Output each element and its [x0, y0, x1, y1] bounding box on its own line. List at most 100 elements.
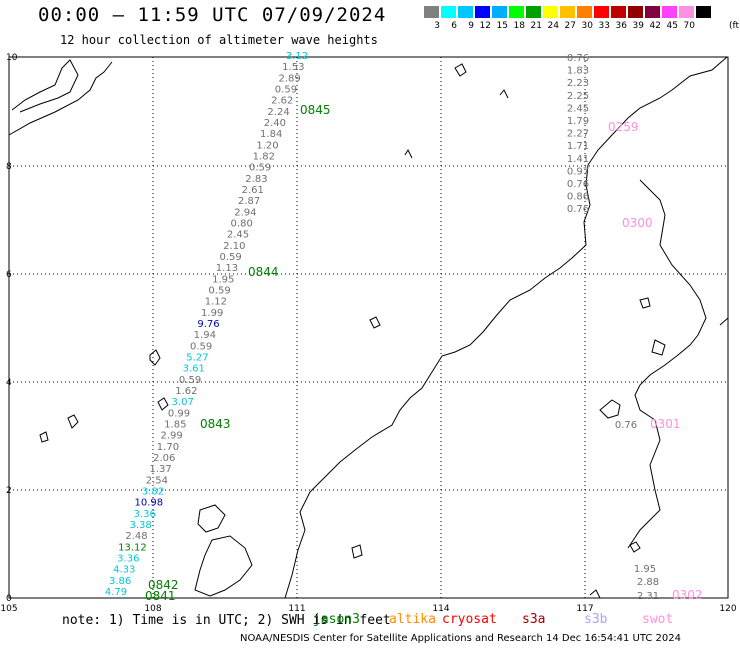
- lat-tick-label: 6: [6, 270, 12, 280]
- colorbar-swatch: [474, 5, 491, 19]
- lon-tick-label: 111: [288, 604, 305, 614]
- colorbar-swatch: [678, 5, 695, 19]
- colorbar-tick: 9: [468, 21, 474, 31]
- swh-label: 1.62: [175, 386, 197, 397]
- lat-tick-label: 10: [6, 53, 18, 63]
- colorbar-swatch: [525, 5, 542, 19]
- swh-label: 1.20: [256, 140, 278, 151]
- swh-label: 1.82: [253, 152, 275, 163]
- satellite-name: swot: [642, 612, 674, 627]
- colorbar: [423, 5, 712, 19]
- lon-tick-label: 108: [144, 604, 161, 614]
- pass-time-label: 0842: [148, 578, 179, 592]
- swh-label: 3.82: [142, 487, 164, 498]
- colorbar-swatch: [559, 5, 576, 19]
- colorbar-swatch: [610, 5, 627, 19]
- swh-label: 1.37: [149, 464, 171, 475]
- pass-time-label: 0843: [200, 417, 231, 431]
- swh-label: 2.31: [637, 591, 659, 602]
- swh-label: 1.84: [260, 129, 282, 140]
- colorbar-swatch: [695, 5, 712, 19]
- colorbar-swatch: [576, 5, 593, 19]
- swh-label: 1.94: [194, 330, 216, 341]
- swh-label: 0.59: [249, 163, 271, 174]
- coast-east: [627, 179, 707, 549]
- colorbar-tick: 6: [451, 21, 457, 31]
- pass-time-label: 0844: [248, 265, 279, 279]
- coastline: [8, 56, 729, 599]
- swh-label: 1.85: [164, 420, 186, 431]
- swh-label: 2.89: [278, 73, 300, 84]
- pass-time-label: 0302: [672, 588, 703, 602]
- map-title: 00:00 — 11:59 UTC 07/09/2024: [38, 4, 387, 26]
- lat-tick-label: 4: [6, 378, 12, 388]
- colorbar-swatch: [423, 5, 440, 19]
- swh-label: 2.54: [146, 475, 168, 486]
- colorbar-tick: 24: [547, 21, 559, 31]
- swh-label: 3.36: [134, 509, 156, 520]
- swh-label: 1.70: [157, 442, 179, 453]
- colorbar-tick: 3: [434, 21, 440, 31]
- swh-label: 0.80: [231, 219, 253, 230]
- satellite-name: altika: [389, 612, 436, 627]
- graticule: [9, 57, 728, 598]
- swh-label: 10.98: [135, 498, 164, 509]
- swh-label: 2.45: [227, 230, 249, 241]
- coast-vietnam-north: [11, 59, 79, 113]
- colorbar-tick: 45: [666, 21, 678, 31]
- map-subtitle: 12 hour collection of altimeter wave hei…: [60, 33, 378, 47]
- swh-label: 1.95: [212, 274, 234, 285]
- swh-label: 4.33: [113, 565, 135, 576]
- swh-label: 0.97: [567, 166, 589, 177]
- pass-time-label: 0300: [622, 216, 653, 230]
- colorbar-swatch: [593, 5, 610, 19]
- colorbar-swatch: [457, 5, 474, 19]
- colorbar-tick: 42: [649, 21, 661, 31]
- swh-label: 2.23: [567, 78, 589, 89]
- colorbar-swatch: [491, 5, 508, 19]
- swh-label: 3.38: [129, 520, 151, 531]
- swh-label: 2.06: [153, 453, 175, 464]
- swh-label: 0.76: [567, 179, 589, 190]
- swh-label: 1.13: [216, 263, 238, 274]
- swh-label: 2.27: [567, 129, 589, 140]
- swh-label: 0.59: [275, 85, 297, 96]
- pass-time-label: 0301: [650, 417, 681, 431]
- swh-label: 0.59: [190, 341, 212, 352]
- swh-label: 1.12: [205, 297, 227, 308]
- swh-label: 2.99: [160, 431, 182, 442]
- colorbar-swatch: [644, 5, 661, 19]
- colorbar-unit: (ft): [729, 21, 740, 31]
- swh-label: 2.61: [242, 185, 264, 196]
- colorbar-tick: 30: [581, 21, 593, 31]
- swh-label: 4.79: [105, 587, 127, 598]
- satellite-name: jason3: [313, 612, 360, 627]
- colorbar-labels: 3 6 9 12 15 18 21 24 27 30 33 36 39 42 45 70: [423, 21, 695, 31]
- swh-label: 1.79: [567, 116, 589, 127]
- swh-label: 2.88: [637, 577, 659, 588]
- colorbar-tick: 18: [513, 21, 525, 31]
- swh-label: 0.59: [208, 286, 230, 297]
- swh-label: 2.25: [567, 91, 589, 102]
- credit-footer: NOAA/NESDIS Center for Satellite Applica…: [240, 633, 682, 644]
- swh-label: 13.12: [118, 542, 147, 553]
- satellite-name: s3a: [522, 612, 546, 627]
- swh-label: 2.40: [264, 118, 286, 129]
- satellite-name: cryosat: [442, 612, 497, 627]
- colorbar-tick: 21: [530, 21, 542, 31]
- lon-tick-label: 117: [576, 604, 593, 614]
- colorbar-tick: 33: [598, 21, 610, 31]
- colorbar-tick: 27: [564, 21, 576, 31]
- pass-time-label: 0259: [608, 120, 639, 134]
- swh-label: 1.83: [567, 66, 589, 77]
- swh-label: 1.41: [567, 154, 589, 165]
- lon-tick-label: 105: [0, 604, 17, 614]
- swh-label: 2.94: [234, 207, 256, 218]
- colorbar-tick: 39: [632, 21, 644, 31]
- tick-labels: 105 108 111 114 117 120 0 2 4 6 8 10: [0, 53, 736, 614]
- coast-borneo: [284, 56, 728, 599]
- swh-label: 2.62: [271, 96, 293, 107]
- colorbar-swatch: [661, 5, 678, 19]
- swh-label: 2.24: [267, 107, 289, 118]
